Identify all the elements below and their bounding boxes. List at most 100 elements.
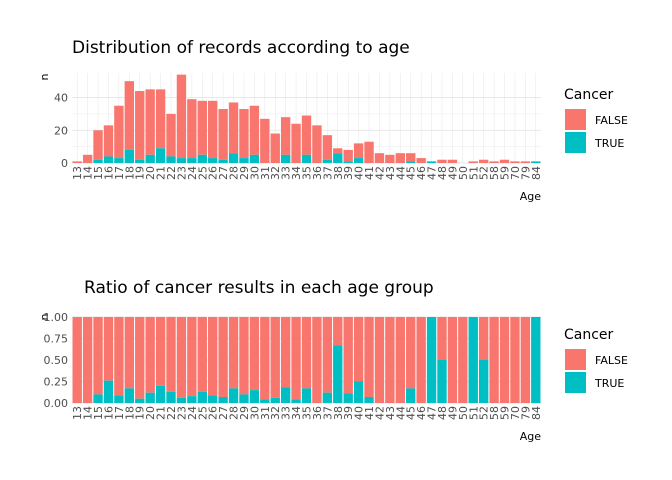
x-tick-label: 79 bbox=[519, 166, 532, 180]
x-tick-label: 14 bbox=[82, 166, 95, 180]
x-tick-label: 39 bbox=[342, 406, 355, 420]
bar-false bbox=[270, 133, 280, 163]
x-tick-label: 42 bbox=[373, 166, 386, 180]
bar-false bbox=[510, 161, 520, 163]
bar-false bbox=[93, 317, 103, 395]
bar-false bbox=[395, 153, 405, 163]
x-tick-label: 84 bbox=[530, 406, 543, 420]
x-tick-label: 20 bbox=[144, 166, 157, 180]
bar-false bbox=[124, 81, 135, 150]
x-tick-label: 16 bbox=[102, 166, 115, 180]
x-tick-label: 14 bbox=[82, 406, 95, 420]
x-tick-label: 45 bbox=[405, 406, 418, 420]
bar-true bbox=[437, 360, 447, 403]
bar-false bbox=[103, 125, 114, 157]
x-tick-label: 22 bbox=[165, 406, 178, 420]
x-tick-label: 13 bbox=[71, 406, 84, 420]
x-tick-label: 52 bbox=[478, 166, 491, 180]
chart-1-bars bbox=[72, 74, 541, 163]
bar-false bbox=[239, 317, 249, 395]
bar-true bbox=[93, 159, 103, 163]
y-tick-label: 40 bbox=[54, 92, 68, 105]
x-tick-label: 20 bbox=[144, 406, 157, 420]
bar-false bbox=[333, 317, 343, 346]
bar-false bbox=[239, 109, 249, 159]
bar-false bbox=[249, 105, 260, 155]
bar-false bbox=[437, 317, 447, 360]
bar-false bbox=[228, 102, 239, 154]
y-tick-label: 0 bbox=[61, 157, 68, 170]
bar-true bbox=[176, 397, 187, 403]
bar-false bbox=[385, 317, 395, 403]
bar-false bbox=[176, 317, 187, 398]
y-tick-label: 20 bbox=[54, 124, 68, 137]
bar-false bbox=[364, 317, 374, 397]
x-tick-label: 46 bbox=[415, 406, 428, 420]
x-tick-label: 42 bbox=[373, 406, 386, 420]
chart-2-title: Ratio of cancer results in each age grou… bbox=[84, 278, 434, 298]
bar-false bbox=[176, 74, 187, 159]
bar-false bbox=[166, 317, 176, 392]
x-tick-label: 49 bbox=[446, 166, 459, 180]
bar-true bbox=[114, 395, 124, 403]
x-tick-label: 19 bbox=[134, 406, 147, 420]
bar-true bbox=[333, 153, 343, 163]
bar-false bbox=[416, 317, 426, 403]
bar-true bbox=[406, 388, 416, 403]
bar-true bbox=[426, 317, 437, 403]
bar-false bbox=[385, 154, 395, 163]
bar-false bbox=[353, 317, 364, 382]
bar-true bbox=[353, 158, 364, 163]
x-tick-label: 29 bbox=[238, 166, 251, 180]
bar-true bbox=[343, 161, 353, 163]
chart-2-legend-label-false: FALSE bbox=[595, 354, 628, 367]
bar-true bbox=[228, 388, 239, 403]
x-tick-label: 38 bbox=[332, 406, 345, 420]
bar-false bbox=[228, 317, 239, 389]
x-tick-label: 46 bbox=[415, 166, 428, 180]
x-tick-label: 25 bbox=[196, 406, 209, 420]
chart-1-legend-key-true bbox=[565, 132, 586, 153]
x-tick-label: 40 bbox=[353, 166, 366, 180]
bar-false bbox=[270, 317, 280, 398]
y-tick-label: 0.50 bbox=[44, 354, 69, 367]
bar-false bbox=[437, 159, 447, 163]
bar-true bbox=[322, 392, 333, 403]
bar-false bbox=[82, 154, 93, 163]
chart-1-x-ticks: 1314151617181920212223242526272829303132… bbox=[71, 166, 543, 180]
bar-false bbox=[135, 317, 145, 399]
bar-true bbox=[166, 156, 176, 163]
bar-false bbox=[322, 135, 333, 160]
bar-true bbox=[260, 399, 270, 403]
x-tick-label: 26 bbox=[207, 406, 220, 420]
bar-false bbox=[72, 317, 82, 403]
bar-true bbox=[239, 158, 249, 163]
x-tick-label: 25 bbox=[196, 166, 209, 180]
bar-true bbox=[124, 149, 135, 163]
chart-2-legend-key-false bbox=[565, 349, 586, 370]
bar-true bbox=[249, 154, 260, 163]
bar-true bbox=[135, 159, 145, 163]
chart-1: Distribution of records according to age… bbox=[38, 38, 628, 203]
x-tick-label: 45 bbox=[405, 166, 418, 180]
bar-false bbox=[145, 317, 155, 393]
chart-2-y-ticks: 0.00 0.25 0.50 0.75 1.00 bbox=[44, 311, 69, 410]
chart-2-legend-label-true: TRUE bbox=[594, 377, 624, 390]
bar-false bbox=[478, 159, 489, 163]
bar-true bbox=[280, 387, 291, 403]
y-tick-label: 0.00 bbox=[44, 397, 69, 410]
x-tick-label: 39 bbox=[342, 166, 355, 180]
bar-true bbox=[270, 397, 280, 403]
x-tick-label: 37 bbox=[321, 406, 334, 420]
bar-true bbox=[228, 153, 239, 163]
x-tick-label: 33 bbox=[280, 166, 293, 180]
bar-false bbox=[82, 317, 93, 403]
bar-false bbox=[301, 115, 312, 155]
x-tick-label: 28 bbox=[228, 406, 241, 420]
x-tick-label: 49 bbox=[446, 406, 459, 420]
bar-true bbox=[406, 161, 416, 163]
bar-false bbox=[312, 317, 322, 403]
x-tick-label: 27 bbox=[217, 166, 230, 180]
x-tick-label: 34 bbox=[290, 406, 303, 420]
